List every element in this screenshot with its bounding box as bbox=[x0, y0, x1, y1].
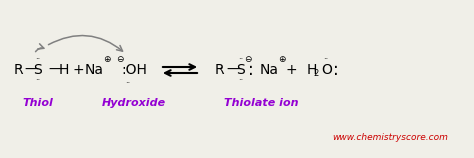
Text: ⊖: ⊖ bbox=[116, 55, 124, 64]
Text: 2: 2 bbox=[313, 70, 319, 79]
Text: H: H bbox=[59, 63, 69, 77]
Text: H: H bbox=[307, 63, 318, 77]
Text: —: — bbox=[226, 63, 240, 77]
Text: S: S bbox=[34, 63, 42, 77]
Text: ··: ·· bbox=[36, 55, 41, 64]
Text: :: : bbox=[248, 61, 254, 79]
Text: S: S bbox=[237, 63, 246, 77]
Text: ⊕: ⊕ bbox=[103, 55, 111, 64]
Text: ⊖: ⊖ bbox=[244, 55, 252, 64]
Text: +: + bbox=[72, 63, 84, 77]
Text: R: R bbox=[215, 63, 225, 77]
Text: ··: ·· bbox=[323, 55, 328, 64]
Text: O: O bbox=[321, 63, 332, 77]
Text: +: + bbox=[285, 63, 297, 77]
Text: —: — bbox=[24, 63, 38, 77]
Text: ··: ·· bbox=[126, 79, 131, 88]
Text: ··: ·· bbox=[238, 55, 244, 64]
Text: ⊕: ⊕ bbox=[278, 55, 286, 64]
Text: Na: Na bbox=[259, 63, 279, 77]
Text: www.chemistryscore.com: www.chemistryscore.com bbox=[332, 134, 448, 143]
Text: R: R bbox=[14, 63, 24, 77]
Text: Na: Na bbox=[84, 63, 103, 77]
Text: :OH: :OH bbox=[121, 63, 147, 77]
Text: —: — bbox=[48, 63, 62, 77]
Text: ··: ·· bbox=[36, 76, 41, 85]
Text: :: : bbox=[333, 61, 339, 79]
Text: Hydroxide: Hydroxide bbox=[102, 98, 166, 108]
Text: Thiol: Thiol bbox=[23, 98, 54, 108]
Text: ··: ·· bbox=[238, 76, 244, 85]
Text: Thiolate ion: Thiolate ion bbox=[224, 98, 298, 108]
